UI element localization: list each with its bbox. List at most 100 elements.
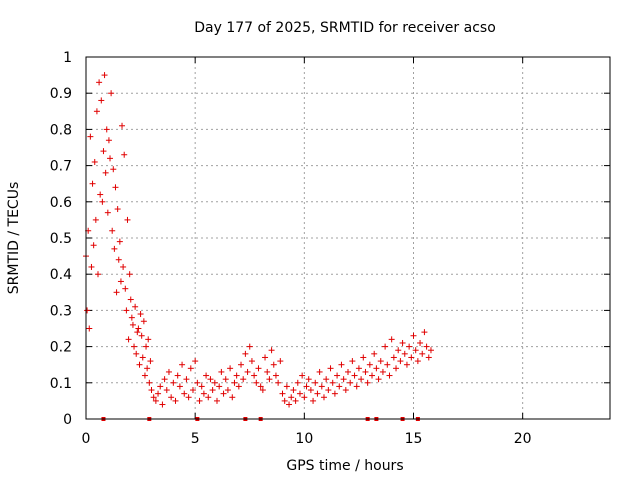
- y-tick-label: 0.2: [50, 340, 72, 356]
- data-point: [148, 387, 155, 394]
- data-point: [366, 361, 373, 368]
- data-point: [165, 368, 172, 375]
- data-point: [312, 379, 319, 386]
- data-point: [360, 354, 367, 361]
- data-point: [147, 358, 154, 365]
- data-point: [244, 368, 251, 375]
- data-point: [362, 368, 369, 375]
- data-point: [288, 394, 295, 401]
- data-point: [369, 372, 376, 379]
- data-point: [303, 383, 310, 390]
- data-point: [205, 394, 212, 401]
- data-point: [325, 387, 332, 394]
- data-point: [101, 72, 108, 79]
- data-point: [379, 368, 386, 375]
- data-point: [124, 216, 131, 223]
- x-axis-label: GPS time / hours: [286, 458, 403, 474]
- data-point: [144, 365, 151, 372]
- data-point: [233, 372, 240, 379]
- data-point: [116, 238, 123, 245]
- data-point: [318, 383, 325, 390]
- data-point: [141, 372, 148, 379]
- data-point: [168, 394, 175, 401]
- data-point: [172, 397, 179, 404]
- data-point: [397, 358, 404, 365]
- data-point: [117, 278, 124, 285]
- x-tick-label: 10: [295, 431, 313, 447]
- data-point: [331, 390, 338, 397]
- data-point: [150, 394, 157, 401]
- y-tick-label: 0.5: [50, 231, 72, 247]
- data-point: [427, 347, 434, 354]
- data-point: [161, 376, 168, 383]
- data-point: [386, 372, 393, 379]
- data-point: [275, 379, 282, 386]
- data-point: [323, 376, 330, 383]
- data-point: [355, 365, 362, 372]
- data-point: [103, 126, 110, 133]
- data-point: [224, 387, 231, 394]
- data-point: [123, 307, 130, 314]
- data-point: [189, 387, 196, 394]
- plot-frame: [85, 56, 611, 420]
- data-point: [157, 383, 164, 390]
- data-point: [107, 155, 114, 162]
- data-point: [262, 354, 269, 361]
- data-point: [174, 372, 181, 379]
- data-point: [292, 397, 299, 404]
- data-point: [401, 350, 408, 357]
- data-point: [152, 397, 159, 404]
- data-point: [255, 365, 262, 372]
- data-point: [336, 383, 343, 390]
- data-point: [272, 372, 279, 379]
- data-point: [286, 401, 293, 408]
- x-tick-label: 0: [82, 431, 91, 447]
- data-point: [399, 339, 406, 346]
- data-point: [200, 390, 207, 397]
- data-point: [96, 79, 103, 86]
- data-point: [345, 368, 351, 375]
- data-point: [281, 397, 288, 404]
- data-point: [353, 383, 360, 390]
- data-point: [196, 397, 203, 404]
- data-point: [192, 358, 199, 365]
- data-point: [136, 361, 143, 368]
- data-point: [408, 354, 415, 361]
- axis-ticks: 00.10.20.30.40.50.60.70.80.910 5 10 15 20: [50, 50, 610, 447]
- data-point: [125, 336, 132, 343]
- data-point: [301, 394, 308, 401]
- y-tick-label: 0.8: [50, 122, 72, 138]
- data-point: [111, 245, 118, 252]
- data-point: [84, 307, 91, 314]
- data-point: [382, 343, 389, 350]
- data-point: [115, 256, 122, 263]
- data-point: [347, 379, 354, 386]
- data-point: [310, 397, 317, 404]
- data-point: [395, 347, 402, 354]
- data-point: [410, 332, 417, 339]
- data-point: [251, 372, 258, 379]
- data-point: [198, 383, 205, 390]
- chart-title: Day 177 of 2025, SRMTID for receiver acs…: [194, 20, 496, 36]
- data-point: [421, 329, 428, 336]
- data-point: [375, 376, 382, 383]
- data-point: [327, 365, 334, 372]
- data-point: [257, 383, 264, 390]
- data-point: [138, 332, 145, 339]
- data-point: [86, 325, 93, 332]
- data-point: [283, 383, 290, 390]
- data-point: [253, 379, 260, 386]
- data-point: [97, 191, 104, 198]
- data-point: [163, 387, 170, 394]
- data-point: [216, 383, 223, 390]
- data-point: [91, 158, 98, 165]
- data-point: [390, 354, 397, 361]
- data-point: [95, 271, 102, 278]
- data-points: [83, 72, 434, 408]
- data-point: [227, 365, 234, 372]
- data-point: [207, 376, 214, 383]
- data-point: [98, 97, 105, 104]
- data-point: [307, 387, 314, 394]
- data-point: [129, 321, 136, 328]
- data-point: [296, 390, 303, 397]
